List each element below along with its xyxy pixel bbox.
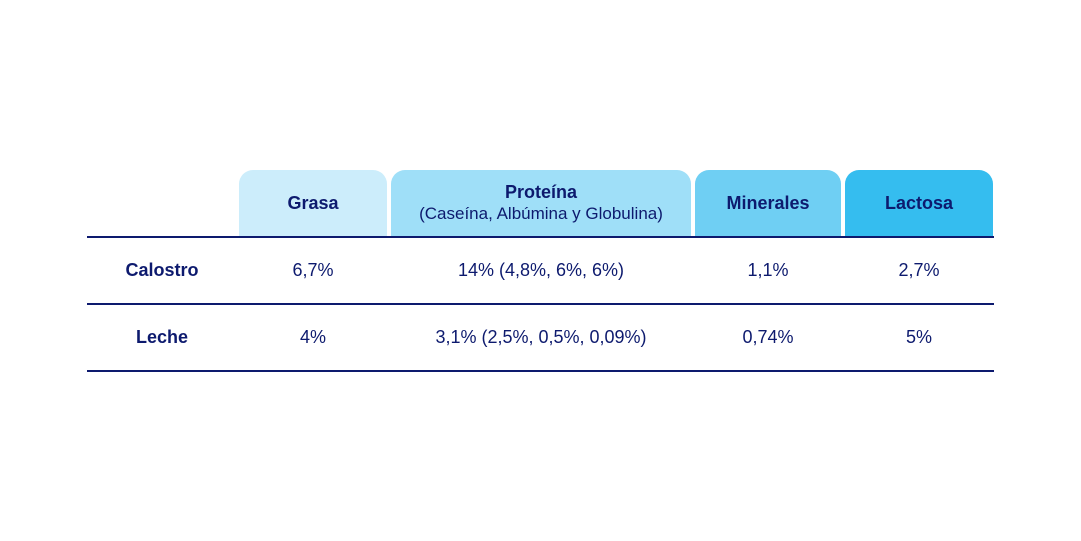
- header-proteina: Proteína (Caseína, Albúmina y Globulina): [391, 170, 691, 236]
- header-divider: [87, 236, 994, 238]
- cell-minerales: 0,74%: [742, 327, 794, 347]
- composition-table: Grasa Proteína (Caseína, Albúmina y Glob…: [87, 170, 994, 372]
- cell-minerales: 1,1%: [747, 260, 789, 280]
- cell-lactosa: 5%: [905, 327, 932, 347]
- header-lactosa-label: Lactosa: [884, 192, 954, 213]
- cell-lactosa: 2,7%: [898, 260, 940, 280]
- row-label: Calostro: [125, 260, 199, 280]
- row-divider: [87, 303, 994, 305]
- table-header-row: Grasa Proteína (Caseína, Albúmina y Glob…: [87, 170, 994, 236]
- header-proteina-sublabel: (Caseína, Albúmina y Globulina): [419, 204, 663, 223]
- row-label: Leche: [135, 327, 189, 347]
- table-row: Leche 4% 3,1% (2,5%, 0,5%, 0,09%) 0,74% …: [87, 305, 994, 370]
- cell-proteina: 3,1% (2,5%, 0,5%, 0,09%): [435, 327, 647, 347]
- header-lactosa: Lactosa: [845, 170, 993, 236]
- cell-grasa: 6,7%: [292, 260, 334, 280]
- header-minerales-label: Minerales: [726, 192, 810, 213]
- cell-proteina: 14% (4,8%, 6%, 6%): [457, 260, 625, 280]
- header-grasa-label: Grasa: [287, 192, 339, 213]
- header-grasa: Grasa: [239, 170, 387, 236]
- header-proteina-label: Proteína: [504, 182, 578, 202]
- header-minerales: Minerales: [695, 170, 841, 236]
- cell-grasa: 4%: [299, 327, 326, 347]
- table-bottom-divider: [87, 370, 994, 372]
- table-row: Calostro 6,7% 14% (4,8%, 6%, 6%) 1,1% 2,…: [87, 238, 994, 303]
